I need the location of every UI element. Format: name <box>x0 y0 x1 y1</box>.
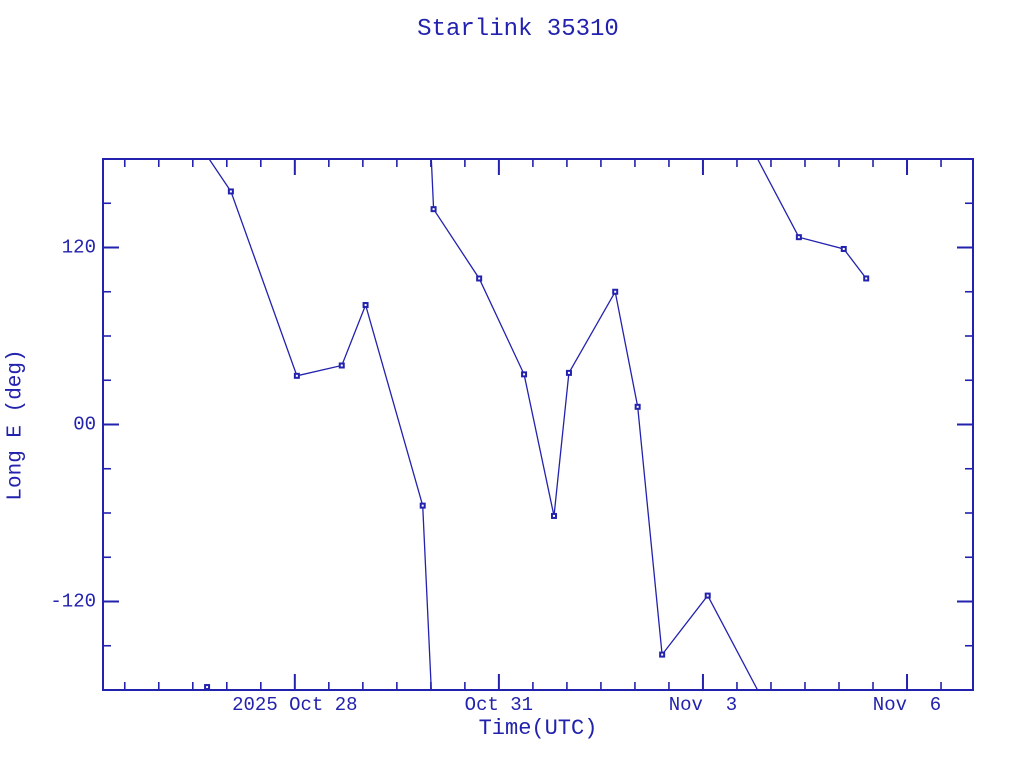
marker-center-dot <box>364 304 367 307</box>
series-line-segment <box>757 159 867 279</box>
marker-center-dot <box>636 405 639 408</box>
x-tick-label: 2025 Oct 28 <box>232 694 357 716</box>
marker-center-dot <box>206 686 209 689</box>
y-tick-label: -120 <box>50 591 96 613</box>
marker-center-dot <box>552 514 555 517</box>
marker-center-dot <box>706 594 709 597</box>
x-axis-label: Time(UTC) <box>478 716 598 741</box>
marker-center-dot <box>229 190 232 193</box>
chart-title: Starlink 35310 <box>417 16 619 43</box>
marker-center-dot <box>842 247 845 250</box>
x-tick-label: Oct 31 <box>465 694 533 716</box>
marker-center-dot <box>797 236 800 239</box>
marker-center-dot <box>661 653 664 656</box>
marker-center-dot <box>340 364 343 367</box>
y-tick-label: 00 <box>73 414 96 436</box>
x-tick-label: Nov 6 <box>873 694 941 716</box>
series-line-segment <box>430 159 759 690</box>
series-line-segment <box>208 159 432 690</box>
marker-center-dot <box>432 208 435 211</box>
plot-frame <box>102 158 974 691</box>
marker-center-dot <box>478 277 481 280</box>
y-tick-label: 120 <box>62 237 96 259</box>
marker-center-dot <box>567 371 570 374</box>
x-tick-label: Nov 3 <box>669 694 737 716</box>
marker-center-dot <box>421 504 424 507</box>
marker-center-dot <box>523 373 526 376</box>
marker-center-dot <box>614 290 617 293</box>
marker-center-dot <box>295 374 298 377</box>
marker-center-dot <box>865 277 868 280</box>
